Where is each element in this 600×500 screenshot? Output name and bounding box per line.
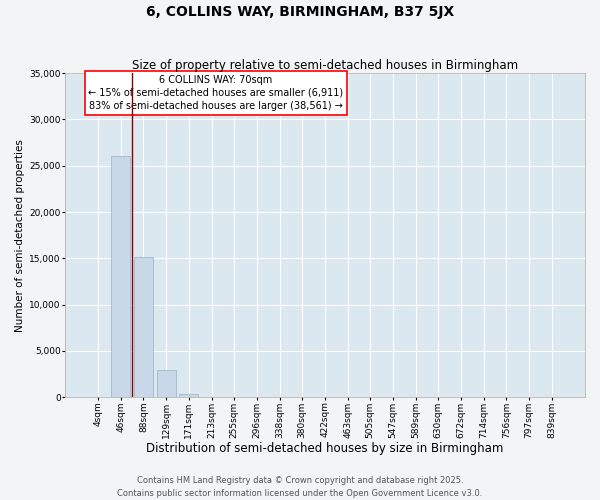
Y-axis label: Number of semi-detached properties: Number of semi-detached properties	[15, 139, 25, 332]
Bar	[157, 370, 176, 398]
X-axis label: Distribution of semi-detached houses by size in Birmingham: Distribution of semi-detached houses by …	[146, 442, 503, 455]
Bar	[179, 394, 199, 398]
Bar	[134, 258, 153, 398]
Text: 6 COLLINS WAY: 70sqm
← 15% of semi-detached houses are smaller (6,911)
83% of se: 6 COLLINS WAY: 70sqm ← 15% of semi-detac…	[88, 75, 343, 111]
Bar	[111, 156, 130, 398]
Text: 6, COLLINS WAY, BIRMINGHAM, B37 5JX: 6, COLLINS WAY, BIRMINGHAM, B37 5JX	[146, 5, 454, 19]
Title: Size of property relative to semi-detached houses in Birmingham: Size of property relative to semi-detach…	[132, 59, 518, 72]
Text: Contains HM Land Registry data © Crown copyright and database right 2025.
Contai: Contains HM Land Registry data © Crown c…	[118, 476, 482, 498]
